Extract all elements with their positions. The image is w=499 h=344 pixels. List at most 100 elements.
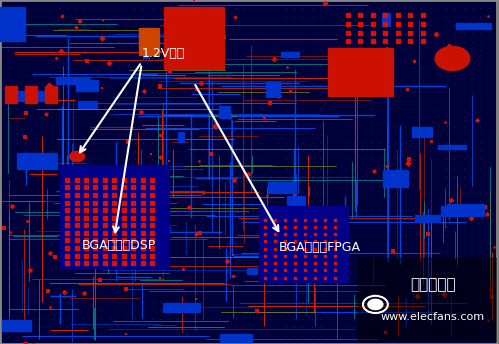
Point: [76, 18, 84, 23]
Point: [493, 324, 499, 330]
Point: [156, 89, 164, 95]
Point: [122, 81, 130, 87]
Point: [341, 22, 349, 28]
Point: [333, 148, 341, 154]
Point: [460, 333, 468, 338]
Point: [114, 308, 122, 313]
Point: [232, 316, 240, 322]
Point: [13, 39, 21, 45]
Point: [263, 192, 271, 197]
Point: [165, 39, 173, 45]
Point: [350, 198, 358, 204]
Point: [249, 98, 257, 104]
Point: [493, 81, 499, 87]
Point: [325, 274, 333, 280]
Point: [0, 157, 4, 162]
Point: [207, 14, 215, 20]
Point: [139, 173, 147, 179]
Point: [241, 115, 249, 120]
Point: [311, 260, 319, 266]
Point: [106, 39, 114, 45]
Point: [299, 324, 307, 330]
Point: [291, 31, 299, 36]
Point: [215, 140, 223, 146]
Point: [139, 245, 147, 251]
Point: [417, 207, 425, 213]
Point: [249, 190, 257, 196]
Point: [274, 131, 282, 137]
Point: [173, 31, 181, 36]
Point: [224, 14, 232, 20]
Point: [63, 232, 71, 238]
Point: [350, 333, 358, 338]
Point: [325, 106, 333, 112]
Point: [80, 257, 88, 263]
Point: [156, 140, 164, 146]
Point: [384, 140, 392, 146]
Point: [30, 123, 38, 129]
Point: [308, 89, 316, 95]
Point: [257, 257, 265, 263]
Point: [122, 106, 130, 112]
Point: [485, 98, 493, 104]
Point: [4, 173, 12, 179]
Point: [241, 31, 249, 36]
Point: [21, 110, 29, 116]
Point: [485, 240, 493, 246]
Point: [173, 182, 181, 187]
Point: [55, 148, 63, 154]
Point: [21, 131, 29, 137]
Point: [173, 64, 181, 70]
Point: [384, 39, 392, 45]
Point: [80, 249, 88, 255]
Point: [249, 123, 257, 129]
Point: [173, 148, 181, 154]
Point: [367, 39, 375, 45]
Point: [55, 123, 63, 129]
Point: [384, 341, 392, 344]
Point: [308, 106, 316, 112]
Point: [257, 274, 265, 280]
Point: [265, 22, 273, 28]
Point: [375, 157, 383, 162]
Point: [426, 232, 434, 238]
Point: [106, 22, 114, 28]
Point: [137, 109, 145, 115]
Point: [443, 22, 451, 28]
Point: [4, 123, 12, 129]
Point: [72, 198, 80, 204]
Point: [156, 39, 164, 45]
Point: [198, 299, 206, 305]
Point: [156, 215, 164, 221]
Point: [333, 123, 341, 129]
Point: [477, 282, 485, 288]
Point: [114, 140, 122, 146]
Point: [477, 173, 485, 179]
Point: [80, 31, 88, 36]
Point: [139, 207, 147, 213]
Point: [344, 30, 352, 35]
Point: [55, 31, 63, 36]
Point: [165, 215, 173, 221]
Point: [7, 204, 15, 209]
Point: [120, 177, 128, 183]
Point: [274, 6, 282, 11]
Point: [122, 341, 130, 344]
Point: [417, 333, 425, 338]
Point: [97, 299, 105, 305]
Point: [375, 106, 383, 112]
Point: [443, 98, 451, 104]
Point: [0, 226, 7, 231]
Point: [443, 249, 451, 255]
Point: [451, 22, 459, 28]
Point: [358, 14, 366, 20]
Point: [434, 190, 442, 196]
Point: [45, 82, 53, 87]
Point: [249, 140, 257, 146]
Point: [468, 39, 476, 45]
Point: [394, 21, 402, 27]
Point: [358, 148, 366, 154]
Point: [165, 157, 173, 162]
Point: [225, 114, 233, 120]
Point: [139, 341, 147, 344]
